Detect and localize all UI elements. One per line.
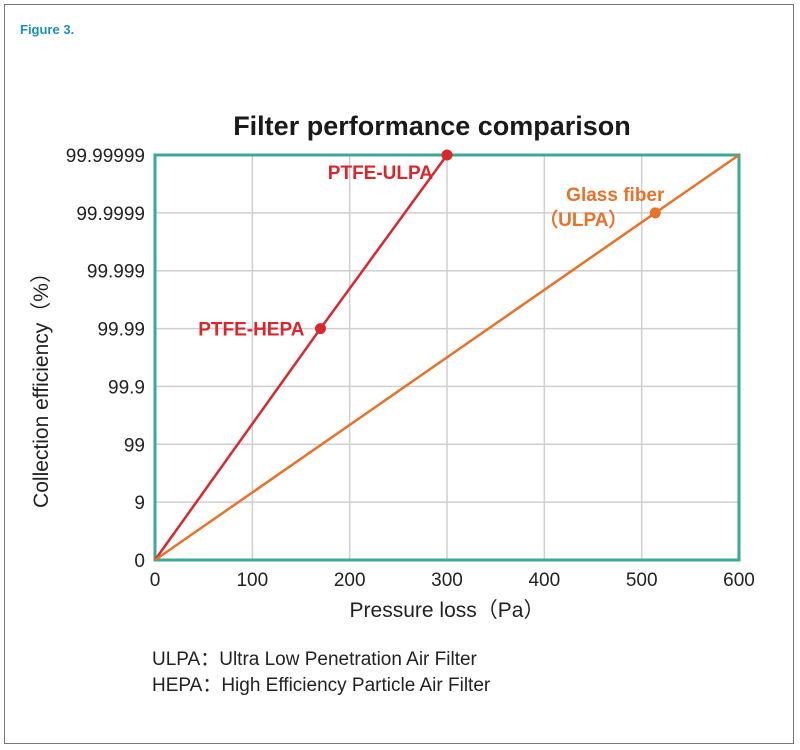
x-tick-label: 300 (431, 570, 463, 591)
label-glass-fiber: Glass fiber (566, 185, 665, 206)
y-axis-label: Collection efficiency（%） (30, 262, 53, 508)
x-tick-label: 500 (626, 570, 658, 591)
y-tick-label: 9 (134, 493, 145, 514)
y-tick-label: 99.9 (108, 377, 145, 398)
x-tick-label: 600 (723, 570, 755, 591)
series-line-0 (153, 154, 449, 561)
note-ulpa: ULPA：Ultra Low Penetration Air Filter (152, 649, 477, 670)
y-tick-label: 99.99999 (66, 146, 145, 167)
x-tick-label: 400 (528, 570, 560, 591)
label-glass-ulpa: （ULPA） (539, 208, 627, 231)
data-point (314, 323, 326, 335)
figure-label: Figure 3. (20, 22, 75, 37)
x-tick-label: 200 (334, 570, 366, 591)
data-point (649, 207, 661, 219)
figure-frame (4, 4, 794, 744)
x-tick-label: 0 (150, 570, 161, 591)
y-tick-label: 99.9999 (76, 204, 145, 225)
note-hepa: HEPA：High Efficiency Particle Air Filter (152, 675, 491, 696)
chart-title: Filter performance comparison (233, 111, 631, 141)
data-point (441, 149, 453, 161)
y-tick-label: 99.999 (87, 262, 145, 283)
x-axis-label: Pressure loss（Pa） (350, 599, 545, 622)
y-tick-label: 99 (124, 435, 145, 456)
label-ptfe-ulpa: PTFE-ULPA (328, 163, 433, 184)
label-ptfe-hepa: PTFE-HEPA (198, 320, 305, 341)
x-tick-label: 100 (236, 570, 268, 591)
y-tick-label: 0 (134, 551, 145, 572)
y-tick-label: 99.99 (97, 320, 145, 341)
